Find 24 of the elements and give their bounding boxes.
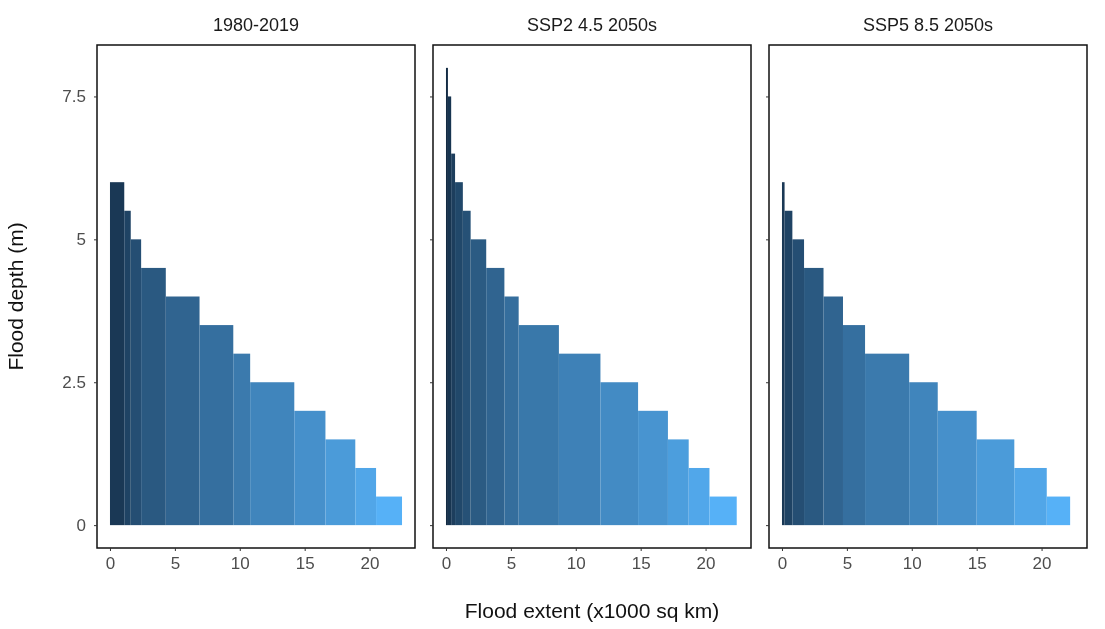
x-tick-label: 10 bbox=[230, 554, 250, 574]
x-tick-label: 10 bbox=[902, 554, 922, 574]
x-tick-label: 0 bbox=[777, 554, 788, 574]
x-tick-label: 5 bbox=[506, 554, 517, 574]
y-tick-label: 5 bbox=[76, 230, 86, 250]
x-tick-label: 10 bbox=[566, 554, 586, 574]
y-tick-label: 7.5 bbox=[62, 87, 86, 107]
chart-title: SSP5 8.5 2050s bbox=[862, 15, 994, 35]
x-tick-label: 20 bbox=[360, 554, 380, 574]
x-tick-label: 15 bbox=[967, 554, 987, 574]
x-tick-label: 15 bbox=[295, 554, 315, 574]
x-tick-label: 0 bbox=[105, 554, 116, 574]
y-axis-title: Flood depth (m) bbox=[4, 222, 27, 371]
y-tick-label: 0 bbox=[76, 516, 86, 536]
y-tick-label: 2.5 bbox=[62, 373, 86, 393]
x-tick-label: 20 bbox=[1032, 554, 1052, 574]
x-tick-label: 0 bbox=[441, 554, 452, 574]
x-axis-title: Flood extent (x1000 sq km) bbox=[464, 599, 720, 622]
x-tick-label: 5 bbox=[170, 554, 181, 574]
x-tick-label: 20 bbox=[696, 554, 716, 574]
x-tick-label: 15 bbox=[631, 554, 651, 574]
x-tick-label: 5 bbox=[842, 554, 853, 574]
chart-title: SSP2 4.5 2050s bbox=[526, 15, 658, 35]
chart-title: 1980-2019 bbox=[212, 15, 300, 35]
